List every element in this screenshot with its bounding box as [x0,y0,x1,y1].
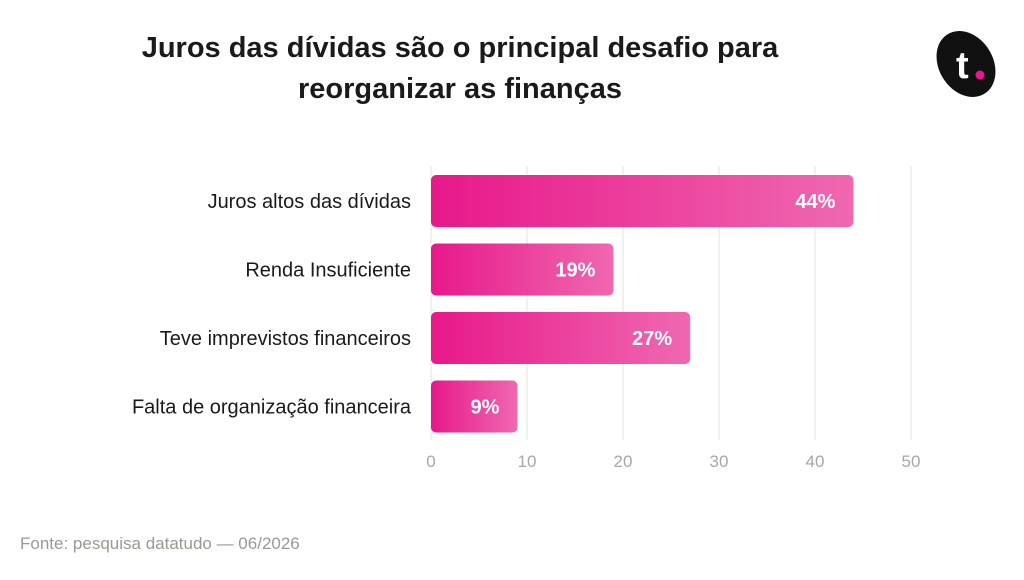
chart-title: Juros das dívidas são o principal desafi… [0,28,920,110]
x-tick-label-50: 50 [902,452,921,471]
x-tick-label-10: 10 [518,452,537,471]
bar-value-label-1: 44% [795,191,835,213]
bar-4 [431,380,518,433]
source-note: Fonte: pesquisa datatudo — 06/2026 [20,534,300,553]
bar-1 [431,175,854,227]
chart-title-line-2: reorganizar as finanças [298,73,622,105]
bar-2 [431,243,614,296]
category-label-1: Juros altos das dívidas [208,191,411,213]
x-tick-label-30: 30 [710,452,729,471]
bars: 44% 19% 27% 9% [431,175,854,433]
bar-value-label-2: 19% [555,260,595,282]
category-label-2: Renda Insuficiente [245,260,411,282]
brand-logo-dot [975,70,985,80]
x-tick-label-0: 0 [426,452,435,471]
brand-logo-letter: t [956,45,969,87]
brand-logo-shape [936,31,996,97]
x-axis-ticks: 0 10 20 30 40 50 [426,452,920,471]
bar-value-label-3: 27% [632,328,672,350]
category-labels: Juros altos das dívidas Renda Insuficient… [132,191,412,419]
x-tick-label-40: 40 [806,452,825,471]
bar-value-label-4: 9% [470,397,499,419]
category-label-4: Falta de organização financeira [132,397,412,419]
chart-title-line-1: Juros das dívidas são o principal desafi… [141,32,779,64]
bar-3 [431,312,691,364]
category-label-3: Teve imprevistos financeiros [160,328,411,350]
x-tick-label-20: 20 [614,452,633,471]
brand-logo: t [936,31,996,97]
